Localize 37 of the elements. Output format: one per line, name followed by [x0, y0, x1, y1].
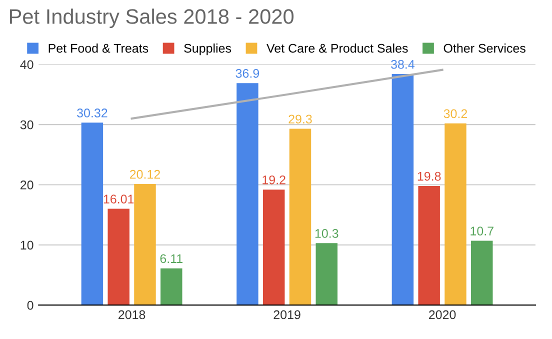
- bar: [392, 74, 414, 306]
- y-tick-label: 0: [27, 300, 34, 310]
- data-label: 19.8: [418, 172, 441, 181]
- bar: [134, 184, 156, 306]
- data-label: 10.3: [315, 229, 338, 238]
- bar: [289, 128, 312, 306]
- bar: [236, 83, 258, 306]
- data-label: 38.4: [391, 60, 414, 69]
- y-tick-label: 20: [20, 180, 34, 190]
- y-tick-label: 30: [20, 120, 34, 130]
- x-tick-label: 2019: [274, 310, 300, 320]
- data-label: 6.11: [160, 254, 182, 264]
- data-label: 30.32: [77, 108, 108, 118]
- bar: [471, 240, 493, 306]
- y-tick-label: 10: [20, 240, 34, 250]
- legend-label: Other Services: [444, 44, 526, 53]
- legend-label: Vet Care & Product Sales: [266, 44, 408, 53]
- data-label: 16.01: [104, 194, 134, 204]
- bar: [418, 186, 440, 306]
- bar: [262, 190, 285, 306]
- x-tick-label: 2020: [429, 310, 456, 320]
- bar: [444, 123, 466, 306]
- data-label: 20.12: [130, 170, 160, 179]
- data-label: 29.3: [288, 114, 312, 124]
- bar: [316, 243, 338, 306]
- data-label: 36.9: [236, 68, 260, 78]
- legend-label: Pet Food & Treats: [48, 44, 148, 53]
- bar: [108, 208, 130, 306]
- legend-label: Supplies: [184, 44, 232, 56]
- x-tick-label: 2018: [118, 310, 146, 320]
- y-tick-label: 40: [20, 60, 34, 70]
- data-label: 30.2: [444, 109, 468, 118]
- data-label: 10.7: [470, 226, 494, 236]
- chart-title: Pet Industry Sales 2018 - 2020: [10, 8, 294, 28]
- bar: [160, 268, 182, 306]
- bar: [81, 122, 104, 306]
- data-label: 19.2: [262, 175, 286, 184]
